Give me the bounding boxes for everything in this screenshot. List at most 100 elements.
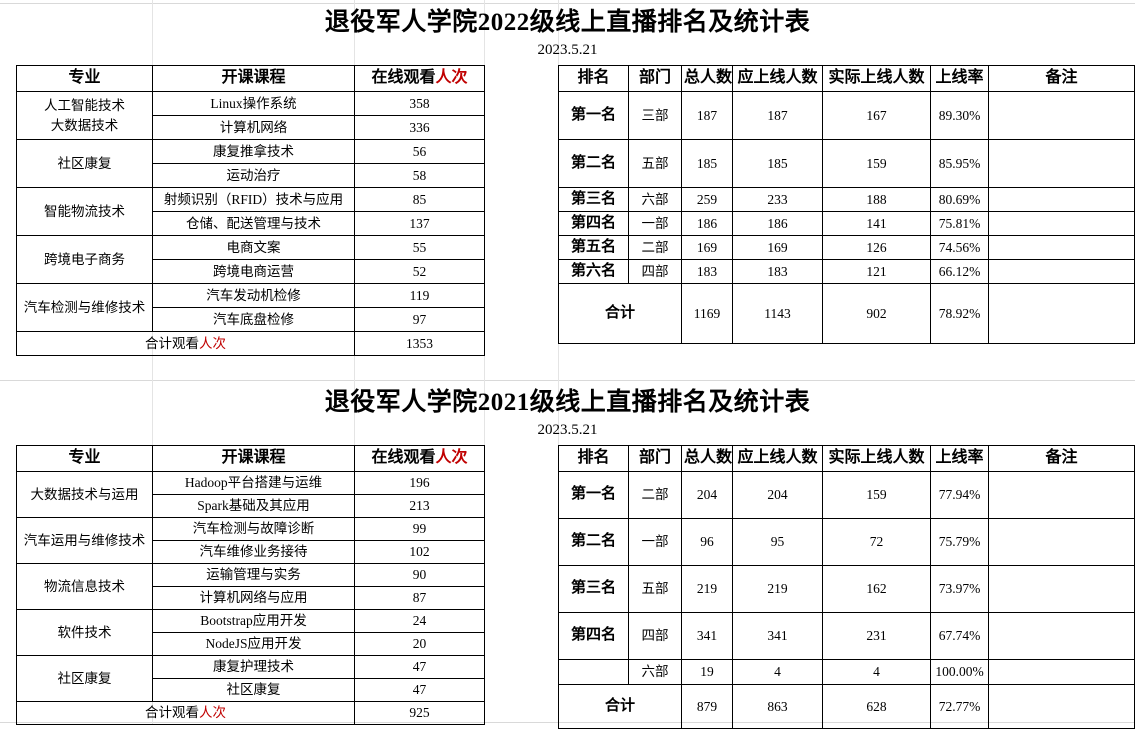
col-header-note: 备注 [988, 445, 1135, 472]
dept-cell: 四部 [628, 259, 682, 284]
actual-cell: 126 [822, 235, 931, 260]
rate-cell: 77.94% [930, 471, 989, 519]
col-header-course: 开课课程 [152, 445, 355, 472]
total-cell: 183 [681, 259, 733, 284]
total-note-cell [988, 684, 1135, 729]
dept-cell: 二部 [628, 471, 682, 519]
tables-row: 专业 开课课程 在线观看人次 大数据技术与运用 Hadoop平台搭建与运维 19… [0, 445, 1135, 729]
rate-cell: 100.00% [930, 659, 989, 685]
total-cell: 187 [681, 91, 733, 140]
table-row: 计算机网络 336 [17, 115, 485, 140]
col-header-actual: 实际上线人数 [822, 445, 931, 472]
total-rate-cell: 78.92% [930, 283, 989, 344]
total-label-prefix: 合计观看 [145, 705, 199, 721]
table-total-row: 合计观看人次 925 [16, 701, 485, 725]
col-header-dept: 部门 [628, 445, 682, 472]
course-cell: Hadoop平台搭建与运维 [152, 471, 355, 495]
dept-cell: 三部 [628, 91, 682, 140]
table-row: 软件技术 Bootstrap应用开发 24 [16, 609, 485, 656]
views-cell: 58 [354, 163, 485, 188]
table-row: 第二名 一部 96 95 72 75.79% [558, 518, 1135, 566]
page-title: 退役军人学院2021级线上直播排名及统计表 [324, 389, 811, 416]
rank-cell: 第六名 [558, 259, 629, 284]
rate-cell: 74.56% [930, 235, 989, 260]
views-cell: 137 [354, 211, 485, 236]
table-header-row: 排名 部门 总人数 应上线人数 实际上线人数 上线率 备注 [558, 65, 1135, 92]
col-header-rate: 上线率 [930, 445, 989, 472]
actual-cell: 72 [822, 518, 931, 566]
rank-cell: 第二名 [558, 518, 629, 566]
table-row: 社区康复 康复推拿技术 56 [16, 139, 485, 188]
table-row: 第三名 六部 259 233 188 80.69% [558, 187, 1135, 212]
table-row: 运动治疗 58 [17, 163, 485, 188]
major-line-2: 大数据技术 [50, 117, 119, 133]
tables-row: 专业 开课课程 在线观看人次 人工智能技术 大数据技术 Linux操作系统 358… [0, 65, 1135, 356]
table-row: 第一名 二部 204 204 159 77.94% [558, 471, 1135, 519]
rate-cell: 75.81% [930, 211, 989, 236]
table-total-row: 合计 879 863 628 72.77% [558, 684, 1135, 729]
total-cell: 169 [681, 235, 733, 260]
course-cell: 社区康复 [152, 678, 355, 702]
course-cell: Spark基础及其应用 [152, 494, 355, 518]
col-header-dept: 部门 [628, 65, 682, 92]
table-row: 物流信息技术 运输管理与实务 90 [16, 563, 485, 610]
actual-cell: 162 [822, 565, 931, 613]
major-cell: 跨境电子商务 [16, 235, 153, 284]
sheet-gridline [484, 0, 485, 724]
should-cell: 341 [732, 612, 823, 660]
total-label-prefix: 合计观看 [145, 335, 199, 351]
total-views-value: 925 [354, 701, 485, 725]
actual-cell: 159 [822, 471, 931, 519]
views-cell: 102 [354, 540, 485, 564]
note-cell [988, 91, 1135, 140]
major-cell: 社区康复 [16, 139, 153, 188]
table-row: 第六名 四部 183 183 121 66.12% [558, 259, 1135, 284]
table-row: 智能物流技术 射频识别（RFID）技术与应用 85 [16, 187, 485, 236]
course-cell: 康复推拿技术 [152, 139, 355, 164]
total-rate-cell: 72.77% [930, 684, 989, 729]
table-row: 第二名 五部 185 185 159 85.95% [558, 139, 1135, 188]
table-row: 人工智能技术 大数据技术 Linux操作系统 358 [16, 91, 485, 140]
col-header-rate: 上线率 [930, 65, 989, 92]
rank-cell: 第一名 [558, 91, 629, 140]
total-cell: 204 [681, 471, 733, 519]
dept-cell: 一部 [628, 211, 682, 236]
course-cell: 仓储、配送管理与技术 [152, 211, 355, 236]
views-cell: 196 [354, 471, 485, 495]
table-row: 第四名 一部 186 186 141 75.81% [558, 211, 1135, 236]
sheet-gridline [0, 380, 1135, 381]
views-cell: 358 [354, 91, 485, 116]
ranking-table-2021: 排名 部门 总人数 应上线人数 实际上线人数 上线率 备注 第一名 二部 204… [558, 445, 1135, 729]
total-total-cell: 879 [681, 684, 733, 729]
total-cell: 96 [681, 518, 733, 566]
total-label-suffix: 人次 [199, 335, 226, 351]
sheet-gridline [0, 3, 1135, 4]
views-cell: 56 [354, 139, 485, 164]
views-cell: 99 [354, 517, 485, 541]
dept-cell: 二部 [628, 235, 682, 260]
rank-cell: 第四名 [558, 211, 629, 236]
table-row: 社区康复 47 [17, 678, 485, 702]
note-cell [988, 139, 1135, 188]
col-header-course: 开课课程 [152, 65, 355, 92]
table-row: 社区康复 康复护理技术 47 [16, 655, 485, 702]
rate-cell: 85.95% [930, 139, 989, 188]
major-cell: 汽车运用与维修技术 [16, 517, 153, 564]
report-date: 2023.5.21 [537, 422, 598, 438]
col-header-views: 在线观看人次 [354, 445, 485, 472]
major-line-1: 人工智能技术 [44, 97, 125, 113]
course-cell: 康复护理技术 [152, 655, 355, 679]
table-row: 大数据技术与运用 Hadoop平台搭建与运维 196 [16, 471, 485, 518]
views-cell: 24 [354, 609, 485, 633]
course-cell: 汽车维修业务接待 [152, 540, 355, 564]
views-cell: 213 [354, 494, 485, 518]
actual-cell: 231 [822, 612, 931, 660]
rank-cell: 第三名 [558, 565, 629, 613]
page-title: 退役军人学院2022级线上直播排名及统计表 [324, 9, 811, 36]
major-cell: 社区康复 [16, 655, 153, 702]
should-cell: 185 [732, 139, 823, 188]
report-date: 2023.5.21 [537, 42, 598, 58]
note-cell [988, 187, 1135, 212]
views-cell: 55 [354, 235, 485, 260]
